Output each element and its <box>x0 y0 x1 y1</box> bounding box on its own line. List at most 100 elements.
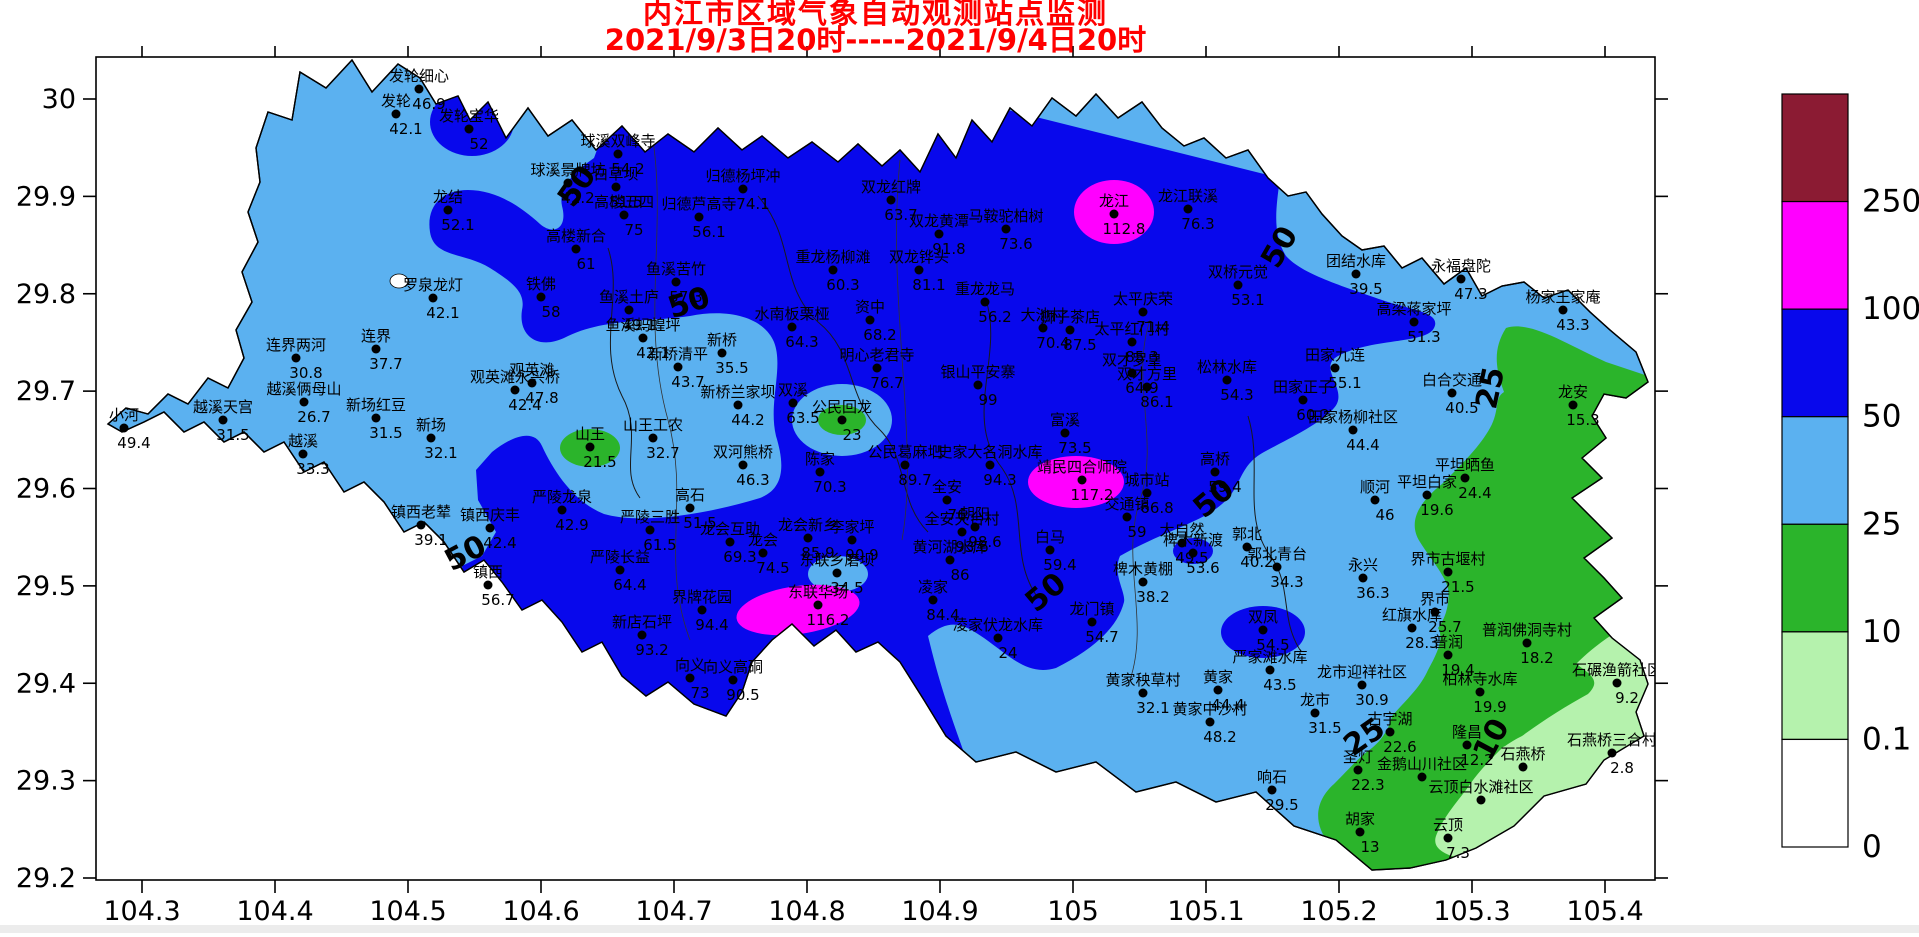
station-dot <box>1518 762 1528 772</box>
station-name: 新店石坪 <box>612 613 672 631</box>
station-name: 资中 <box>855 298 885 316</box>
station-name: 龙江 <box>1099 192 1129 210</box>
station-dot <box>1355 827 1365 837</box>
station-name: 重龙龙马 <box>955 280 1015 298</box>
station-dot <box>637 630 647 640</box>
station-dot <box>1272 562 1282 572</box>
legend-value-label: 100 <box>1862 291 1919 327</box>
station-name: 高石 <box>675 486 705 504</box>
station-name: 严陵长益 <box>590 548 650 566</box>
station-value: 47.3 <box>1454 285 1487 303</box>
station-value: 64.9 <box>1125 379 1158 397</box>
station-value: 69.3 <box>723 548 756 566</box>
station-dot <box>1038 323 1048 333</box>
station: 发轮宝华 52 <box>439 107 499 153</box>
station-dot <box>428 293 438 303</box>
station-name: 龙安 <box>1558 383 1588 401</box>
station-dot <box>1298 395 1308 405</box>
station-name: 向义高硐 <box>703 658 763 676</box>
station-value: 74.5 <box>756 559 789 577</box>
station-name: 龙市 <box>1300 691 1330 709</box>
station-value: 58 <box>541 303 560 321</box>
station-dot <box>980 297 990 307</box>
station-name: 公民葛麻垇 <box>867 443 942 461</box>
station-name: 高梁蒋家坪 <box>1376 300 1451 318</box>
station-name: 平坦晒鱼 <box>1435 456 1495 474</box>
station-value: 44.4 <box>1346 436 1379 454</box>
station-dot <box>1267 785 1277 795</box>
station: 小河 49.4 <box>109 406 151 452</box>
station: 马鞍驼柏树 73.6 <box>968 207 1043 253</box>
station-dot <box>758 548 768 558</box>
station-value: 59 <box>1127 523 1146 541</box>
station: 普润佛洞寺村 18.2 <box>1482 621 1572 667</box>
plot-border <box>95 56 1656 881</box>
station: 公民葛麻垇 89.7 <box>867 443 942 489</box>
station-dot <box>738 184 748 194</box>
station-dot <box>1443 650 1453 660</box>
station-value: 42.4 <box>483 534 516 552</box>
station-value: 54.7 <box>1085 628 1118 646</box>
station-value: 89.7 <box>898 471 931 489</box>
station-name: 球溪景牌坊 <box>530 161 605 179</box>
station-dot <box>697 605 707 615</box>
station: 永兴 36.3 <box>1348 556 1390 602</box>
legend-value-label: 10 <box>1862 614 1901 650</box>
station-value: 42.1 <box>636 344 669 362</box>
station: 朝阳 98.6 <box>960 505 1002 551</box>
legend-cell <box>1781 93 1849 203</box>
legend-value-label: 0 <box>1862 829 1882 865</box>
county-border <box>1129 319 1151 681</box>
station-name: 高楼新合 <box>546 227 606 245</box>
station-value: 13 <box>1360 838 1379 856</box>
station-value: 28.3 <box>1405 634 1438 652</box>
station-value: 66.8 <box>1140 499 1173 517</box>
station-value: 39.5 <box>1349 280 1382 298</box>
station: 金鹅山川社区 <box>1377 755 1467 782</box>
station-name: 严家滩水库 <box>1232 648 1307 666</box>
station: 龙市迎祥社区 30.9 <box>1317 663 1407 709</box>
station: 发轮 42.1 <box>381 92 423 138</box>
river-line <box>757 195 929 533</box>
station: 双龙黄潭 91.8 <box>909 212 969 258</box>
station-value: 86.1 <box>1140 393 1173 411</box>
legend-value-label: 25 <box>1862 506 1901 542</box>
station: 交通镇 59 <box>1104 495 1149 541</box>
station-value: 38.2 <box>1136 588 1169 606</box>
station-name: 大自然 <box>1159 521 1204 539</box>
station: 归德杨坪冲 74.1 <box>705 167 780 213</box>
station-value: 32.1 <box>424 444 457 462</box>
station: 越溪俩母山 26.7 <box>266 380 341 426</box>
station-value: 37.7 <box>369 355 402 373</box>
station-name: 云顶白水滩社区 <box>1428 778 1533 796</box>
station-dot <box>1060 428 1070 438</box>
station-value: 93.6 <box>955 538 988 556</box>
station-name: 严陵三胜 <box>620 508 680 526</box>
station-dot <box>788 398 798 408</box>
station: 高楼五四 75 <box>594 193 654 239</box>
station: 铁佛 58 <box>526 275 561 321</box>
station-value: 30.9 <box>1355 691 1388 709</box>
station-name: 界市古堰村 <box>1410 550 1485 568</box>
station-dot <box>1233 280 1243 290</box>
station-dot <box>483 580 493 590</box>
title-line2: 2021/9/3日20时-----2021/9/4日20时 <box>604 23 1147 57</box>
station-value: 56.2 <box>978 308 1011 326</box>
legend-colorbar: 250 100 50 25 10 0.1 0 <box>1781 93 1919 865</box>
station: 双才方里 86.1 <box>1117 365 1177 411</box>
station: 龙江联溪 76.3 <box>1158 187 1218 233</box>
station-value: 64.3 <box>785 333 818 351</box>
station-value: 60.3 <box>826 276 859 294</box>
station-value: 91.8 <box>932 240 965 258</box>
river-line <box>983 299 1039 599</box>
station: 李家坪 90.9 <box>829 518 878 564</box>
station-dot <box>585 442 595 452</box>
station-value: 73 <box>690 684 709 702</box>
station-value: 73.5 <box>1058 439 1091 457</box>
legend-value-label: 0.1 <box>1862 721 1911 757</box>
station-name: 富溪 <box>1050 411 1080 429</box>
x-tick-label: 104.7 <box>635 896 712 927</box>
station-value: 43.5 <box>1263 676 1296 694</box>
station: 水南板栗桠 64.3 <box>754 305 829 351</box>
